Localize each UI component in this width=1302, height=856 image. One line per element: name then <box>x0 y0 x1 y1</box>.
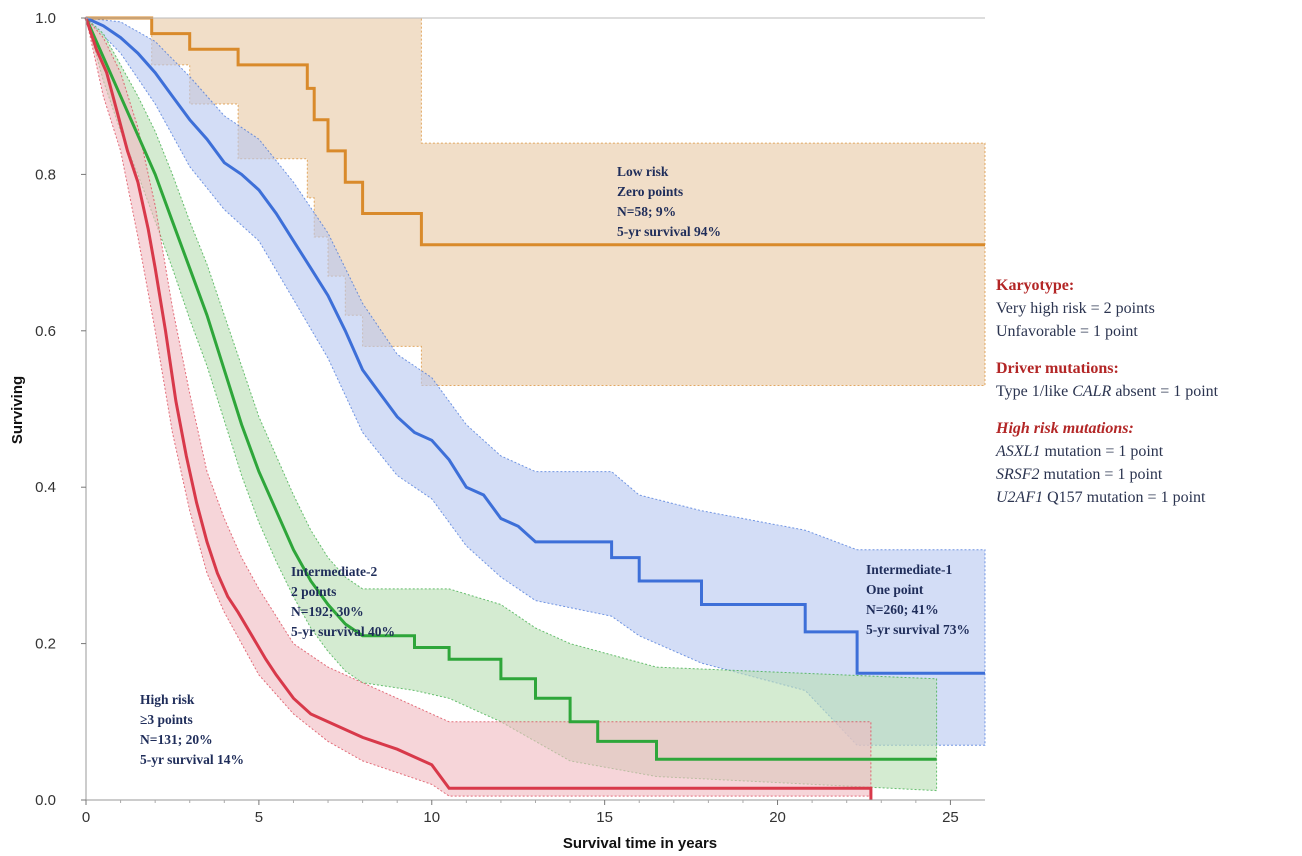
x-tick-label: 20 <box>769 809 786 826</box>
group-label-low: Low risk <box>617 164 669 179</box>
group-label-low: Zero points <box>617 184 683 199</box>
group-label-int1: One point <box>866 582 924 597</box>
y-axis-title: Surviving <box>9 376 26 444</box>
survival-curves <box>84 16 985 800</box>
karyotype-item: Very high risk = 2 points <box>996 300 1155 317</box>
group-label-high: 5-yr survival 14% <box>140 752 244 767</box>
group-label-high: High risk <box>140 692 195 707</box>
driver-suffix: absent = 1 point <box>1111 383 1219 400</box>
risk-score-legend: Karyotype: Very high risk = 2 points Unf… <box>996 274 1296 509</box>
curve-int2 <box>84 17 937 761</box>
y-tick-label: 0.8 <box>35 166 56 183</box>
x-tick-label: 0 <box>82 809 90 826</box>
mutation-points: mutation = 1 point <box>1039 466 1163 483</box>
high-risk-mutations-heading: High risk mutations: <box>996 420 1134 437</box>
group-label-int2: N=192; 30% <box>291 604 364 619</box>
mutation-points: mutation = 1 point <box>1040 443 1164 460</box>
curve-low <box>86 16 985 247</box>
x-tick-label: 10 <box>423 809 440 826</box>
band-int1 <box>84 17 986 746</box>
group-label-high: ≥3 points <box>140 712 193 727</box>
mutation-gene: ASXL1 <box>996 443 1041 460</box>
driver-mutations-heading: Driver mutations: <box>996 360 1119 377</box>
driver-gene: CALR <box>1072 383 1112 400</box>
driver-mutation-item: Type 1/like CALR absent = 1 point <box>996 380 1296 403</box>
mutation-gene: SRSF2 <box>996 466 1040 483</box>
band-high <box>85 16 872 797</box>
curve-int1 <box>85 16 985 675</box>
group-label-int2: Intermediate-2 <box>291 564 377 579</box>
y-tick-label: 1.0 <box>35 10 56 27</box>
high-risk-mutation-item: SRSF2 mutation = 1 point <box>996 463 1296 486</box>
group-labels: Low risk Zero points N=58; 9% 5-yr survival… <box>140 164 970 767</box>
group-label-int1: Intermediate-1 <box>866 562 952 577</box>
driver-prefix: Type 1/like <box>996 383 1073 400</box>
group-label-int1: 5-yr survival 73% <box>866 622 970 637</box>
y-tick-label: 0.4 <box>35 479 56 496</box>
group-label-int2: 5-yr survival 40% <box>291 624 395 639</box>
x-axis-title: Survival time in years <box>563 835 717 852</box>
y-tick-label: 0.2 <box>35 636 56 653</box>
mutation-points: Q157 mutation = 1 point <box>1043 489 1206 506</box>
x-tick-label: 5 <box>255 809 263 826</box>
group-label-int1: N=260; 41% <box>866 602 939 617</box>
group-label-low: 5-yr survival 94% <box>617 224 721 239</box>
axes: 0 5 10 15 20 25 0.0 0.2 0.4 0.6 0.8 1.0 <box>35 10 985 826</box>
group-label-int2: 2 points <box>291 584 336 599</box>
y-tick-label: 0.0 <box>35 792 56 809</box>
x-tick-label: 25 <box>942 809 959 826</box>
x-tick-label: 15 <box>596 809 613 826</box>
high-risk-mutation-item: ASXL1 mutation = 1 point <box>996 440 1296 463</box>
band-int2 <box>85 16 938 792</box>
y-tick-label: 0.6 <box>35 323 56 340</box>
karyotype-item: Unfavorable = 1 point <box>996 323 1138 340</box>
group-label-high: N=131; 20% <box>140 732 213 747</box>
curve-high <box>84 17 873 800</box>
mutation-gene: U2AF1 <box>996 489 1044 506</box>
karyotype-heading: Karyotype: <box>996 277 1075 294</box>
group-label-low: N=58; 9% <box>617 204 676 219</box>
confidence-bands <box>84 16 986 797</box>
high-risk-mutation-item: U2AF1 Q157 mutation = 1 point <box>996 486 1296 509</box>
